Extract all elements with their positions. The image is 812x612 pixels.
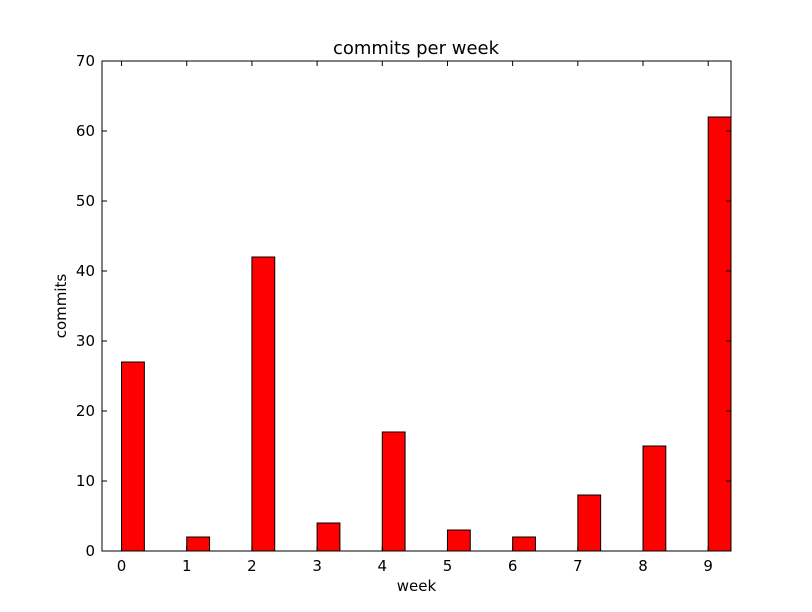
bar-week-9 [707,116,732,552]
y-tick-label-50: 50 [76,192,95,210]
y-tick-label-10: 10 [76,472,95,490]
y-tick-label-40: 40 [76,262,95,280]
x-tick-label-1: 1 [182,557,192,575]
x-axis-label: week [397,577,437,595]
bar-week-8 [642,445,667,552]
bar-week-0 [121,361,145,552]
bar-week-5 [446,529,471,552]
x-tick-label-8: 8 [638,557,648,575]
x-tick-label-7: 7 [573,557,583,575]
chart-title: commits per week [333,38,500,59]
bar-week-2 [251,256,276,552]
x-tick-label-0: 0 [117,557,127,575]
y-tick-label-70: 70 [76,52,95,70]
y-tick-label-0: 0 [85,542,95,560]
bar-week-3 [316,522,341,552]
bar-week-7 [577,494,602,552]
bars-layer [121,116,732,552]
x-tick-label-9: 9 [703,557,713,575]
x-tick-label-2: 2 [247,557,257,575]
y-tick-label-30: 30 [76,332,95,350]
x-tick-label-6: 6 [508,557,518,575]
x-tick-label-5: 5 [443,557,453,575]
bar-week-6 [512,536,536,552]
y-axis-label: commits [52,274,70,339]
ticks-layer: 0 1 2 3 4 5 6 7 8 9 0 10 20 30 40 50 60 70 [76,52,731,575]
x-tick-label-4: 4 [378,557,388,575]
y-tick-label-20: 20 [76,402,95,420]
y-tick-label-60: 60 [76,122,95,140]
x-tick-label-3: 3 [312,557,322,575]
bar-week-4 [381,431,406,552]
bar-week-1 [186,536,211,552]
plot-area-frame [101,60,732,552]
